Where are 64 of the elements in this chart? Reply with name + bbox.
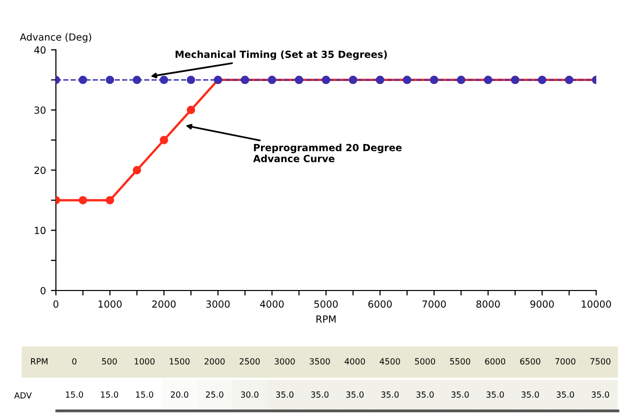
x-tick-label: 1500 <box>170 358 190 365</box>
x-tick-label: 3500 <box>310 358 330 365</box>
point <box>132 76 142 84</box>
annotation: Mechanical Timing (Set at 35 Degrees) <box>176 50 387 60</box>
x-tick-label: 4500 <box>380 358 400 365</box>
point <box>106 76 114 84</box>
point <box>132 166 142 174</box>
x-tick-label: 2000 <box>152 300 176 308</box>
point <box>160 76 168 84</box>
data-label: 35.0 <box>381 391 399 398</box>
data-label: 15.0 <box>66 391 84 398</box>
x-tick-label: 0 <box>53 300 58 308</box>
x-tick-label: 10000 <box>582 300 611 308</box>
y-tick-label: 10 <box>34 226 46 234</box>
x-tick-label: 6500 <box>520 358 540 365</box>
point <box>186 106 196 114</box>
data-label: 35.0 <box>522 391 539 398</box>
data-label: 15.0 <box>101 391 118 398</box>
x-tick-label: 1000 <box>134 358 155 365</box>
x-tick-label: 2500 <box>240 358 260 365</box>
x-tick-label: 3000 <box>274 358 295 365</box>
data-label: 35.0 <box>556 391 574 398</box>
point <box>78 196 88 204</box>
x-tick-label: 5000 <box>314 300 338 308</box>
data-label: 35.0 <box>592 391 610 398</box>
data-label: 35.0 <box>276 391 294 398</box>
x-tick-label: 2000 <box>204 358 225 365</box>
y-axis-title: Advance (Deg) <box>20 33 92 43</box>
data-label: 25.0 <box>206 391 224 398</box>
x-tick-label: 9000 <box>530 300 554 308</box>
y-tick-label: 20 <box>34 166 46 174</box>
x-tick-label: 0 <box>72 358 76 365</box>
x-tick-label: 4000 <box>344 358 365 365</box>
data-label: 20.0 <box>170 391 188 398</box>
data-label: 35.0 <box>346 391 364 398</box>
data-label: 35.0 <box>311 391 329 398</box>
point <box>78 76 88 84</box>
x-tick-label: 5500 <box>450 358 470 365</box>
x-tick-label: 6000 <box>368 300 392 308</box>
data-label: 35.0 <box>486 391 504 398</box>
data-label: 30.0 <box>241 391 258 398</box>
data-label: 15.0 <box>136 391 154 398</box>
x-tick-label: 8000 <box>476 300 500 308</box>
y-tick-label: 0 <box>40 286 46 294</box>
data-label: 35.0 <box>416 391 434 398</box>
data-label: 35.0 <box>451 391 469 398</box>
x-axis-title: RPM <box>316 315 336 323</box>
x-tick-label: 7500 <box>590 358 610 365</box>
y-tick-label: ADV <box>14 392 32 398</box>
annotation: Preprogrammed 20 Degree Advance Curve <box>253 144 402 162</box>
x-tick-label: 7000 <box>555 358 576 365</box>
x-tick-label: 500 <box>102 358 117 365</box>
x-tick-label: 1000 <box>98 300 122 308</box>
point <box>186 76 196 84</box>
x-tick-label: 7000 <box>422 300 446 308</box>
x-tick-label: 3000 <box>206 300 230 308</box>
x-axis-title: RPM <box>31 358 48 364</box>
x-tick-label: 4000 <box>260 300 284 308</box>
point <box>106 196 114 204</box>
y-tick-label: 40 <box>34 46 46 54</box>
x-tick-label: 5000 <box>415 358 436 365</box>
y-tick-label: 30 <box>34 106 46 114</box>
point <box>160 136 168 144</box>
x-tick-label: 6000 <box>485 358 506 365</box>
